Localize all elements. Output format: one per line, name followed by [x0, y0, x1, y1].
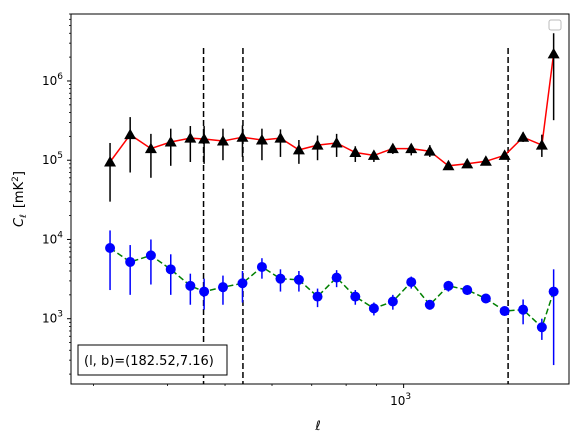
series-1-point-21	[499, 306, 510, 317]
series-layer	[104, 33, 560, 366]
series-1-point-22	[518, 304, 529, 315]
y-tick-label-base-1: 10	[42, 232, 57, 246]
y-tick-label-2: 105	[42, 151, 63, 167]
series-0-point-20	[479, 155, 492, 166]
series-0-point-1	[124, 128, 137, 140]
series-0-point-0	[104, 155, 117, 167]
series-0-point-3	[164, 135, 177, 147]
y-tick-label-3: 106	[42, 72, 63, 88]
y-tick-label-exp-3: 6	[57, 72, 63, 82]
x-tick-label-0: 103	[390, 392, 411, 408]
y-tick-label-1: 104	[42, 230, 63, 246]
series-1-point-4	[185, 280, 196, 291]
series-0-point-12	[330, 136, 343, 148]
series-1-point-15	[387, 296, 398, 307]
series-1-point-1	[125, 256, 136, 267]
series-1-point-16	[406, 277, 417, 288]
series-0-point-23	[535, 139, 548, 150]
series-1-point-5	[199, 286, 210, 297]
vertical-lines-layer	[202, 48, 509, 384]
series-0-line	[109, 53, 555, 167]
series-1	[105, 230, 559, 366]
series-0-point-13	[349, 146, 362, 158]
y-tick-label-base-0: 10	[42, 312, 57, 326]
y-tick-label-exp-1: 4	[57, 230, 63, 240]
x-tick-label-exp-0: 3	[405, 392, 411, 402]
series-1-point-23	[536, 322, 547, 333]
y-axis-label-unit-end: ]	[12, 171, 27, 176]
series-0-point-10	[292, 143, 305, 155]
series-0-point-2	[144, 142, 157, 154]
series-0-point-16	[405, 142, 418, 154]
x-axis-label: ℓ	[314, 419, 320, 434]
series-1-point-24	[548, 286, 559, 297]
series-0-point-22	[517, 131, 530, 142]
series-1-point-3	[165, 264, 176, 275]
series-1-point-10	[293, 274, 304, 285]
series-1-point-9	[275, 273, 286, 284]
x-tick-label-base-0: 10	[390, 394, 405, 408]
y-tick-label-exp-0: 3	[57, 310, 63, 320]
series-0-point-11	[311, 139, 324, 150]
series-1-point-6	[217, 282, 228, 293]
y-tick-label-exp-2: 5	[57, 151, 63, 161]
series-0-point-17	[423, 145, 436, 156]
series-1-point-11	[312, 291, 323, 302]
series-1-point-7	[237, 278, 248, 289]
y-axis-label-main: C	[12, 217, 27, 227]
y-axis-label-unit: [mK	[12, 181, 27, 208]
series-1-point-8	[256, 261, 267, 272]
series-0-point-8	[255, 133, 268, 145]
plot-area-frame	[70, 13, 570, 385]
series-1-point-20	[480, 293, 491, 304]
series-1-point-2	[145, 250, 156, 261]
series-1-point-13	[350, 291, 361, 302]
series-1-point-14	[368, 303, 379, 314]
y-axis-label-sub: ℓ	[19, 214, 29, 219]
series-0-point-18	[442, 159, 455, 171]
series-1-point-17	[424, 299, 435, 310]
y-tick-label-base-3: 10	[42, 74, 57, 88]
series-0-point-6	[216, 134, 229, 146]
series-1-point-18	[443, 280, 454, 291]
y-tick-label-0: 103	[42, 310, 63, 326]
series-0-point-9	[274, 132, 287, 143]
y-axis-label: Cℓ [mK2]	[11, 171, 29, 227]
series-0-point-5	[198, 133, 211, 144]
series-1-point-19	[462, 285, 473, 296]
y-axis-label-unit-sup: 2	[11, 176, 21, 182]
series-1-point-0	[105, 243, 116, 254]
series-1-point-12	[331, 272, 342, 283]
series-1-line	[109, 247, 555, 329]
series-0-point-21	[498, 149, 511, 160]
series-0-point-19	[461, 157, 474, 169]
annotation-box: (l, b)=(182.52,7.16)	[77, 344, 228, 376]
series-0-point-24	[547, 47, 560, 59]
y-tick-label-base-2: 10	[42, 153, 57, 167]
series-0-point-4	[184, 132, 197, 143]
series-0-point-14	[367, 149, 380, 160]
legend-box	[548, 19, 562, 31]
series-0-point-15	[386, 142, 399, 154]
annotation-text: (l, b)=(182.52,7.16)	[84, 354, 214, 369]
series-0	[104, 33, 560, 202]
series-0-point-7	[236, 131, 249, 142]
